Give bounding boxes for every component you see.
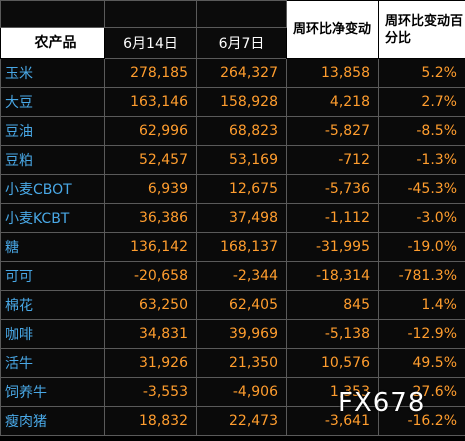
weekly-net-change: -712	[286, 145, 379, 175]
value-jun14: 278,185	[104, 58, 197, 88]
table-row: 棉花 63,250 62,405 845 1.4%	[0, 290, 465, 320]
weekly-pct-change: -16.2%	[378, 406, 465, 436]
table-row: 糖 136,142 168,137 -31,995 -19.0%	[0, 232, 465, 262]
table-row: 可可 -20,658 -2,344 -18,314 -781.3%	[0, 261, 465, 291]
weekly-net-change: -18,314	[286, 261, 379, 291]
weekly-net-change: -5,827	[286, 116, 379, 146]
value-jun7: 68,823	[196, 116, 287, 146]
value-jun14: 36,386	[104, 203, 197, 233]
table-row: 活牛 31,926 21,350 10,576 49.5%	[0, 348, 465, 378]
commodity-name: 小麦CBOT	[0, 174, 105, 204]
weekly-pct-change: -19.0%	[378, 232, 465, 262]
commodity-name: 豆粕	[0, 145, 105, 175]
commodity-name: 瘦肉猪	[0, 406, 105, 436]
weekly-pct-change: -781.3%	[378, 261, 465, 291]
weekly-net-change: -5,138	[286, 319, 379, 349]
table-row: 咖啡 34,831 39,969 -5,138 -12.9%	[0, 319, 465, 349]
table-row: 小麦KCBT 36,386 37,498 -1,112 -3.0%	[0, 203, 465, 233]
value-jun7: 53,169	[196, 145, 287, 175]
value-jun14: -20,658	[104, 261, 197, 291]
value-jun14: 31,926	[104, 348, 197, 378]
weekly-net-change: -1,112	[286, 203, 379, 233]
value-jun14: 136,142	[104, 232, 197, 262]
value-jun7: 264,327	[196, 58, 287, 88]
value-jun7: 158,928	[196, 87, 287, 117]
weekly-pct-change: 2.7%	[378, 87, 465, 117]
weekly-net-change: -3,641	[286, 406, 379, 436]
table-body: 玉米 278,185 264,327 13,858 5.2% 大豆 163,146 158,9…	[0, 58, 465, 436]
value-jun7: 12,675	[196, 174, 287, 204]
value-jun7: 62,405	[196, 290, 287, 320]
weekly-net-change: -5,736	[286, 174, 379, 204]
commodity-name: 活牛	[0, 348, 105, 378]
table-row: 豆粕 52,457 53,169 -712 -1.3%	[0, 145, 465, 175]
header-row: 农产品 6月14日 6月7日	[0, 27, 465, 59]
weekly-pct-change: -3.0%	[378, 203, 465, 233]
header-top-row: 周环比净变动 周环比变动百分比	[0, 0, 465, 59]
value-jun7: 168,137	[196, 232, 287, 262]
value-jun14: 63,250	[104, 290, 197, 320]
table-row: 豆油 62,996 68,823 -5,827 -8.5%	[0, 116, 465, 146]
weekly-pct-change: 27.6%	[378, 377, 465, 407]
weekly-net-change: -31,995	[286, 232, 379, 262]
commodity-name: 豆油	[0, 116, 105, 146]
weekly-net-change: 845	[286, 290, 379, 320]
value-jun7: -2,344	[196, 261, 287, 291]
commodity-name: 玉米	[0, 58, 105, 88]
table-row: 玉米 278,185 264,327 13,858 5.2%	[0, 58, 465, 88]
commodity-name: 可可	[0, 261, 105, 291]
value-jun14: -3,553	[104, 377, 197, 407]
table-row: 大豆 163,146 158,928 4,218 2.7%	[0, 87, 465, 117]
table-row: 小麦CBOT 6,939 12,675 -5,736 -45.3%	[0, 174, 465, 204]
weekly-net-change: 10,576	[286, 348, 379, 378]
weekly-pct-change: -8.5%	[378, 116, 465, 146]
commodity-name: 咖啡	[0, 319, 105, 349]
value-jun14: 62,996	[104, 116, 197, 146]
weekly-net-change-header: 周环比净变动	[286, 0, 379, 59]
weekly-pct-change: 49.5%	[378, 348, 465, 378]
weekly-pct-change: -1.3%	[378, 145, 465, 175]
value-jun14: 34,831	[104, 319, 197, 349]
product-header: 农产品	[0, 27, 105, 59]
weekly-pct-change: -45.3%	[378, 174, 465, 204]
value-jun7: 37,498	[196, 203, 287, 233]
weekly-net-change: 4,218	[286, 87, 379, 117]
table-row: 瘦肉猪 18,832 22,473 -3,641 -16.2%	[0, 406, 465, 436]
weekly-pct-change: -12.9%	[378, 319, 465, 349]
weekly-pct-change-header: 周环比变动百分比	[378, 0, 465, 59]
weekly-net-change: 13,858	[286, 58, 379, 88]
value-jun14: 52,457	[104, 145, 197, 175]
commodity-name: 小麦KCBT	[0, 203, 105, 233]
date-header-jun14: 6月14日	[104, 27, 197, 59]
weekly-pct-change: 1.4%	[378, 290, 465, 320]
weekly-net-change: 1,353	[286, 377, 379, 407]
value-jun14: 163,146	[104, 87, 197, 117]
commodity-name: 大豆	[0, 87, 105, 117]
commodity-name: 棉花	[0, 290, 105, 320]
weekly-pct-change: 5.2%	[378, 58, 465, 88]
table-row: 饲养牛 -3,553 -4,906 1,353 27.6%	[0, 377, 465, 407]
blank-header-cell	[196, 0, 287, 28]
value-jun7: 21,350	[196, 348, 287, 378]
date-header-jun7: 6月7日	[196, 27, 287, 59]
value-jun7: 39,969	[196, 319, 287, 349]
value-jun14: 18,832	[104, 406, 197, 436]
value-jun7: 22,473	[196, 406, 287, 436]
blank-header-cell	[0, 0, 105, 28]
blank-header-cell	[104, 0, 197, 28]
commodity-name: 糖	[0, 232, 105, 262]
value-jun14: 6,939	[104, 174, 197, 204]
value-jun7: -4,906	[196, 377, 287, 407]
commodity-name: 饲养牛	[0, 377, 105, 407]
